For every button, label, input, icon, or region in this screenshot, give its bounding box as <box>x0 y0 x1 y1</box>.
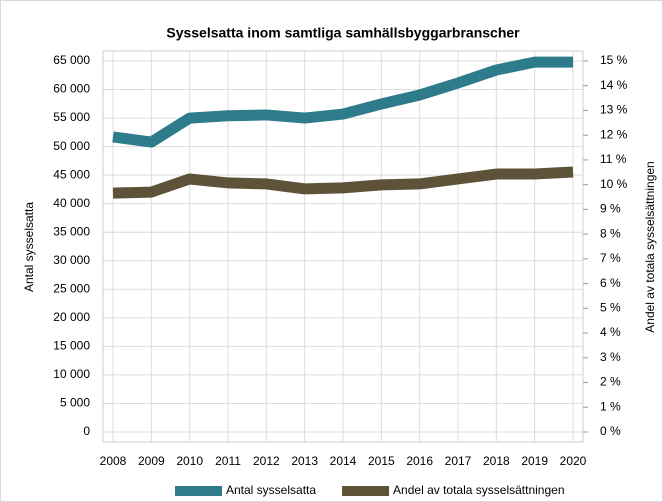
y-tick-label: 55 000 <box>53 110 90 124</box>
y2-tick-label: 4 % <box>600 325 621 339</box>
y2-tick-label: 2 % <box>600 375 621 389</box>
y2-tick-label: 15 % <box>600 53 628 67</box>
y2-tick-label: 14 % <box>600 78 628 92</box>
chart-title: Sysselsatta inom samtliga samhällsbyggar… <box>166 25 520 41</box>
y2-tick-label: 10 % <box>600 177 628 191</box>
y2-tick-label: 8 % <box>600 226 621 240</box>
y2-tick-label: 1 % <box>600 399 621 413</box>
y-tick-label: 30 000 <box>53 253 90 267</box>
y-tick-label: 65 000 <box>53 53 90 67</box>
y-tick-label: 40 000 <box>53 196 90 210</box>
y-tick-label: 20 000 <box>53 310 90 324</box>
legend-label: Antal sysselsatta <box>226 483 316 497</box>
y2-tick-label: 11 % <box>600 152 627 166</box>
y2-tick-label: 13 % <box>600 103 628 117</box>
y2-tick-label: 3 % <box>600 350 621 364</box>
y-axis-label: Antal sysselsatta <box>22 202 36 292</box>
x-tick-label: 2018 <box>483 454 510 468</box>
x-tick-label: 2013 <box>291 454 318 468</box>
x-tick-label: 2011 <box>215 454 241 468</box>
x-tick-label: 2017 <box>445 454 472 468</box>
y-tick-label: 10 000 <box>53 367 90 381</box>
x-tick-label: 2008 <box>100 454 127 468</box>
x-tick-label: 2010 <box>176 454 203 468</box>
y2-tick-label: 12 % <box>600 127 628 141</box>
y2-tick-label: 9 % <box>600 202 621 216</box>
y-tick-label: 60 000 <box>53 82 90 96</box>
x-tick-label: 2015 <box>368 454 395 468</box>
legend-swatch <box>342 486 390 496</box>
y2-tick-label: 5 % <box>600 301 621 315</box>
series-line <box>112 166 574 199</box>
x-tick-label: 2014 <box>330 454 357 468</box>
y-tick-label: 15 000 <box>53 339 90 353</box>
x-tick-label: 2019 <box>521 454 548 468</box>
y-tick-label: 35 000 <box>53 224 90 238</box>
y-tick-label: 45 000 <box>53 167 90 181</box>
y-tick-label: 50 000 <box>53 139 90 153</box>
y2-tick-label: 7 % <box>600 251 621 265</box>
y2-tick-label: 0 % <box>600 424 621 438</box>
x-tick-label: 2016 <box>406 454 433 468</box>
x-tick-label: 2009 <box>138 454 165 468</box>
x-tick-label: 2012 <box>253 454 280 468</box>
y-tick-label: 0 <box>83 424 90 438</box>
legend-swatch <box>175 486 222 496</box>
y-tick-label: 25 000 <box>53 281 90 295</box>
y2-axis-label: Andel av totala sysselsättningen <box>643 161 657 332</box>
series-line <box>112 56 573 148</box>
y-tick-label: 5 000 <box>60 396 90 410</box>
legend-label: Andel av totala sysselsättningen <box>393 483 564 497</box>
x-tick-label: 2020 <box>560 454 587 468</box>
y2-tick-label: 6 % <box>600 276 621 290</box>
